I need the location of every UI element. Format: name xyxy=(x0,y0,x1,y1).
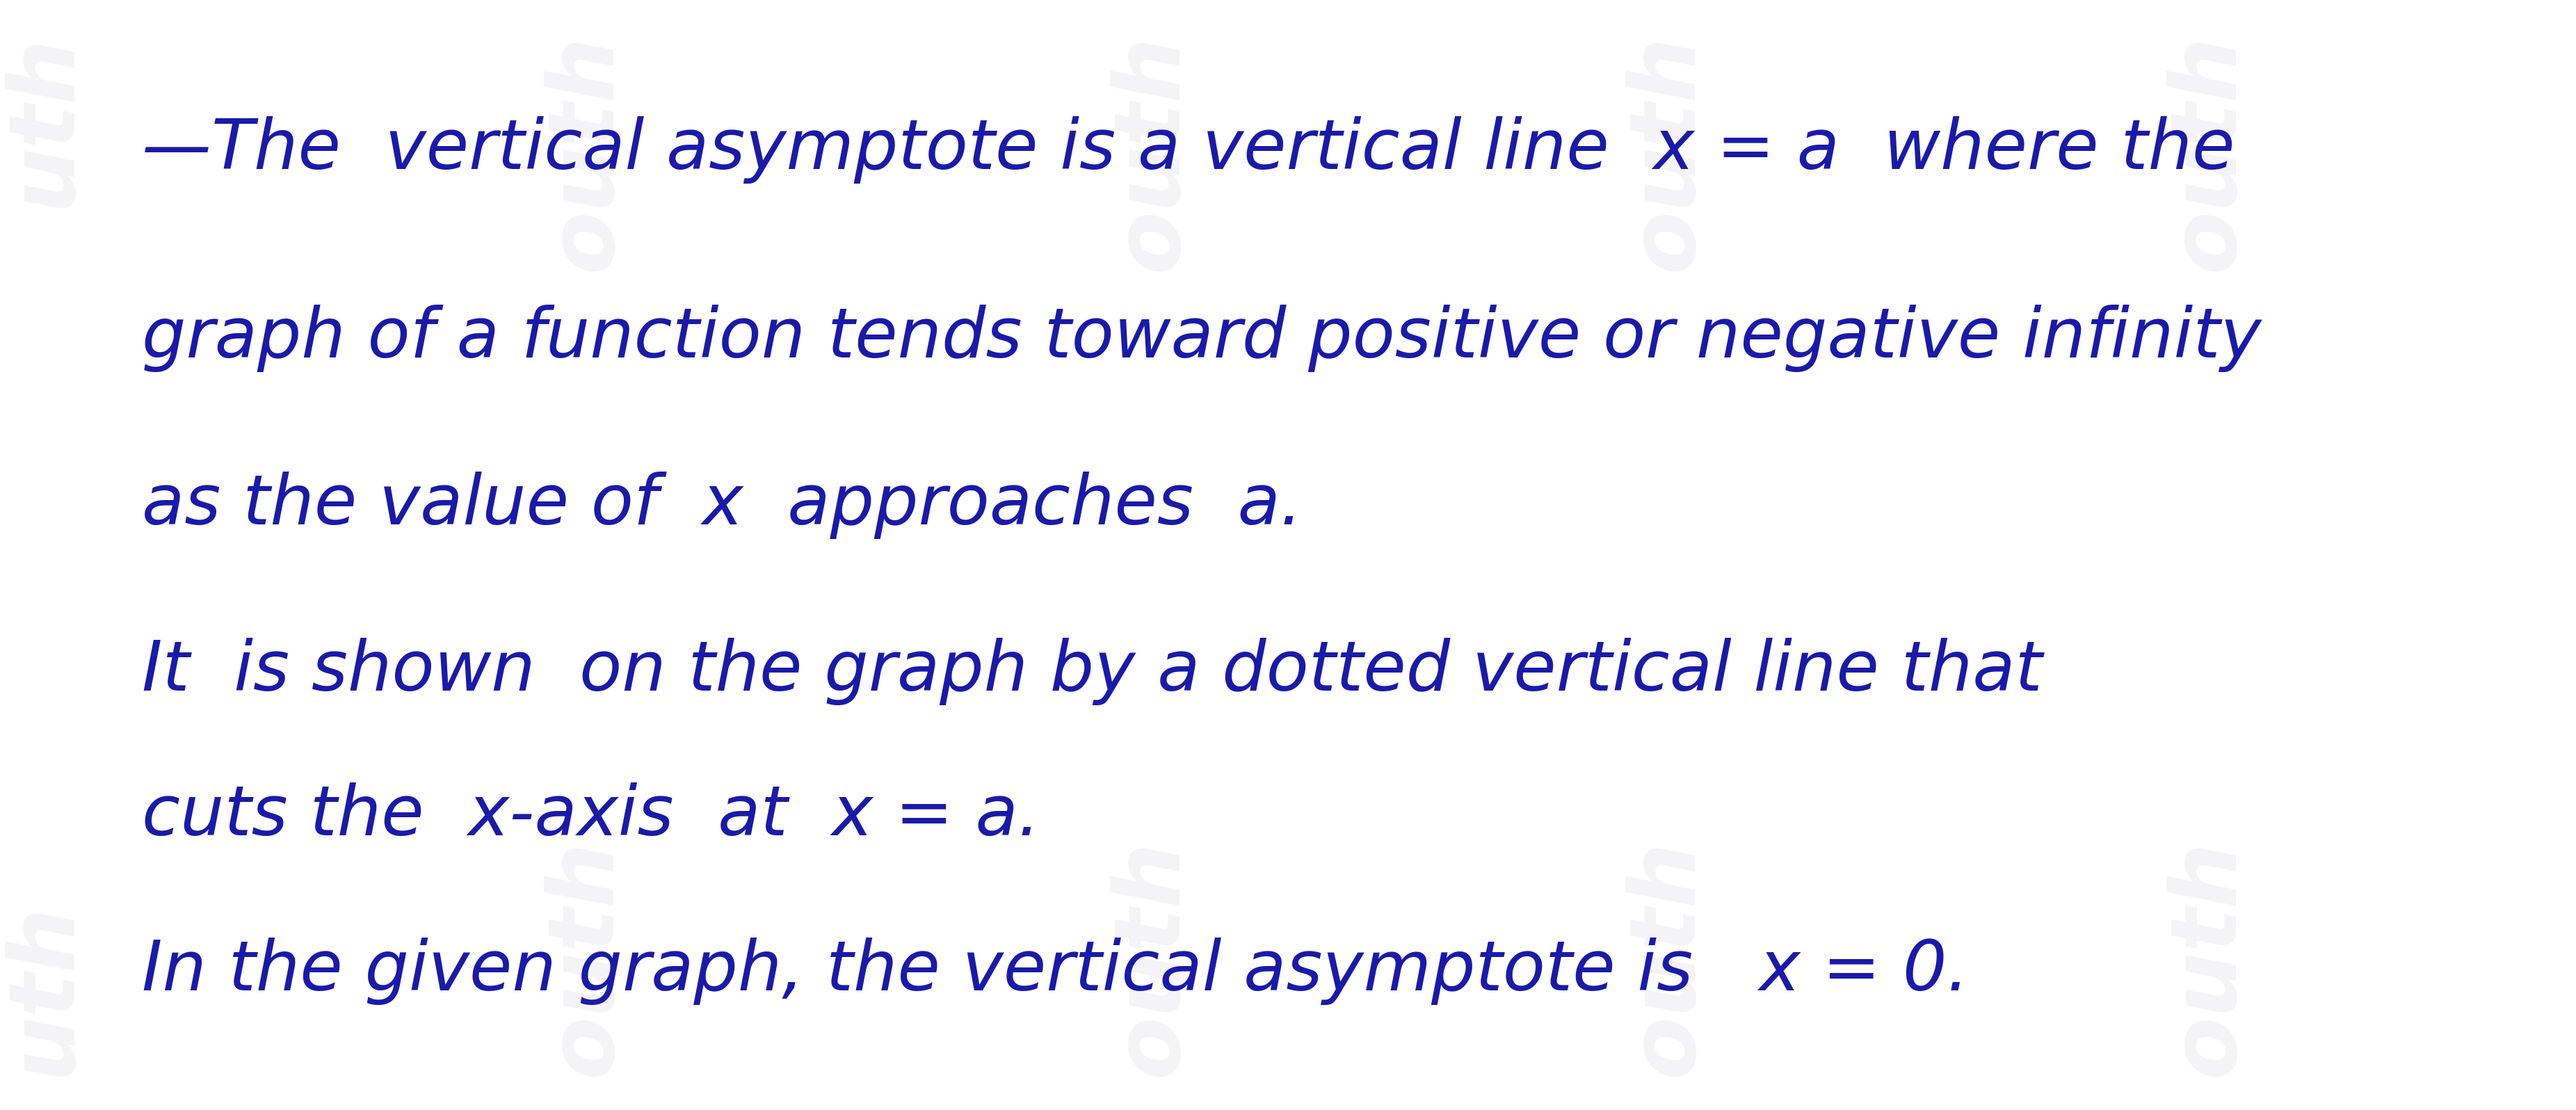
Text: outh: outh xyxy=(1108,33,1195,271)
Text: graph of a function tends toward positive or negative infinity: graph of a function tends toward positiv… xyxy=(142,305,2262,372)
Text: outh: outh xyxy=(2164,839,2251,1077)
Text: It  is shown  on the graph by a dotted vertical line that: It is shown on the graph by a dotted ver… xyxy=(142,638,2043,705)
Text: In the given graph, the vertical asymptote is   x = 0.: In the given graph, the vertical asympto… xyxy=(142,938,1968,1005)
Text: cuts the  x-axis  at  x = a.: cuts the x-axis at x = a. xyxy=(142,783,1041,849)
Text: uth: uth xyxy=(0,902,88,1077)
Text: outh: outh xyxy=(1108,839,1195,1077)
Text: —The  vertical asymptote is a vertical line  x = a  where the: —The vertical asymptote is a vertical li… xyxy=(142,117,2236,183)
Text: as the value of  x  approaches  a.: as the value of x approaches a. xyxy=(142,472,1301,538)
Text: outh: outh xyxy=(541,839,629,1077)
Text: outh: outh xyxy=(541,33,629,271)
Text: outh: outh xyxy=(2164,33,2251,271)
Text: outh: outh xyxy=(1623,839,1710,1077)
Text: outh: outh xyxy=(1623,33,1710,271)
Text: uth: uth xyxy=(0,33,88,208)
